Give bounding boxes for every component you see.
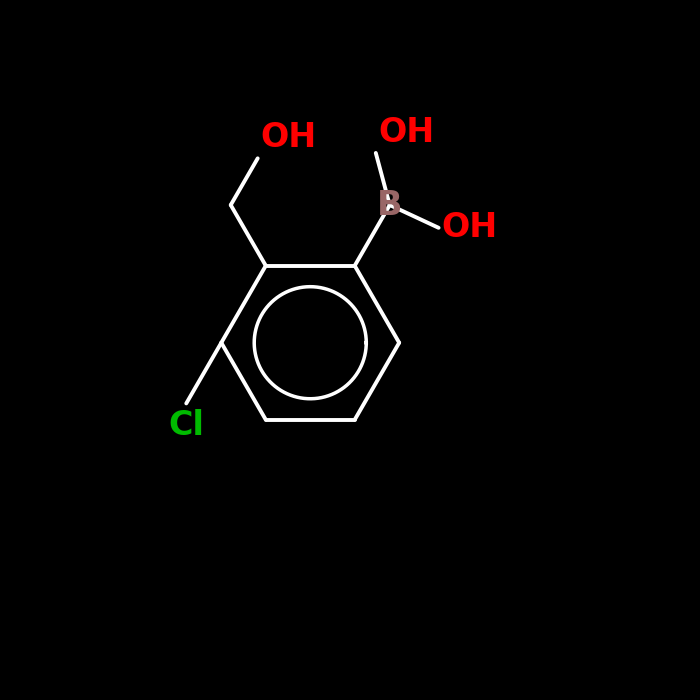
Text: Cl: Cl [168,409,204,442]
Text: OH: OH [379,116,435,148]
Text: OH: OH [441,211,498,244]
Text: B: B [377,188,402,221]
Text: OH: OH [260,121,316,154]
